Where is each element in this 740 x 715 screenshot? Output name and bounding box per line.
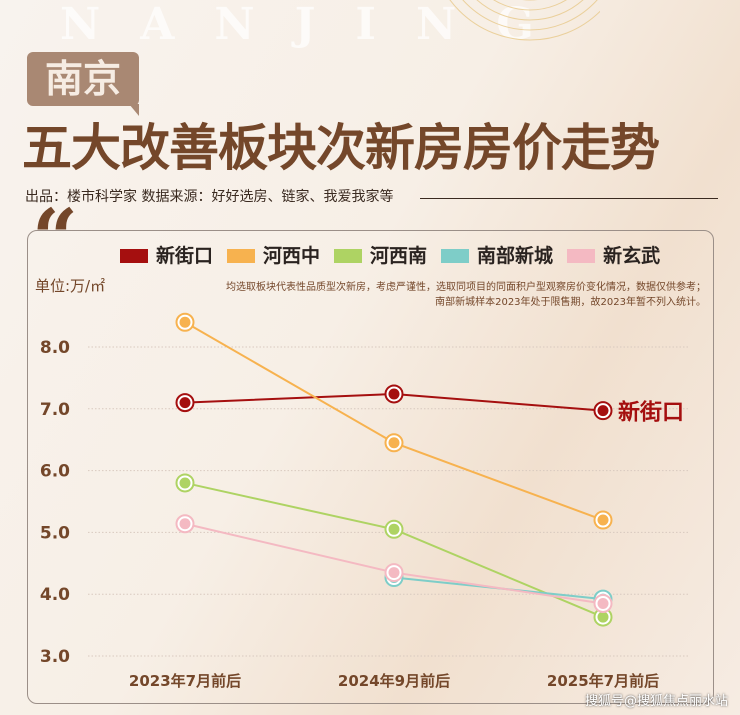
note-line-1: 均选取板块代表性品质型次新房，考虑严谨性，选取同项目的同面积户型观察房价变化情况… xyxy=(226,282,706,293)
series-line xyxy=(184,481,604,618)
y-tick-label: 8.0 xyxy=(40,338,70,358)
data-point xyxy=(597,405,609,417)
series-line xyxy=(184,321,604,521)
unit-label: 单位:万/㎡ xyxy=(35,277,106,295)
x-tick-label: 2024年9月前后 xyxy=(338,672,450,690)
y-tick-label: 7.0 xyxy=(40,400,70,420)
data-point xyxy=(388,388,400,400)
data-point xyxy=(597,514,609,526)
note-line-2: 南部新城样本2023年处于限售期，故2023年暂不列入统计。 xyxy=(435,297,706,308)
chart-note: 均选取板块代表性品质型次新房，考虑严谨性，选取同项目的同面积户型观察房价变化情况… xyxy=(126,280,706,310)
data-point xyxy=(597,611,609,623)
footer-watermark: 搜狐号@搜狐焦点丽水站 xyxy=(584,694,728,709)
legend-item: 河西中 xyxy=(227,244,320,268)
data-point xyxy=(388,567,400,579)
y-tick-label: 3.0 xyxy=(40,647,70,667)
legend-label: 新街口 xyxy=(156,245,214,267)
background-watermark: NANJING xyxy=(60,0,574,50)
legend-item: 南部新城 xyxy=(441,244,553,268)
legend-swatch xyxy=(227,249,256,263)
legend-item: 河西南 xyxy=(334,244,427,268)
legend-swatch xyxy=(441,249,470,263)
legend-item: 新街口 xyxy=(120,244,213,268)
data-point xyxy=(388,523,400,535)
page-title: 五大改善板块次新房房价走势 xyxy=(22,119,660,177)
data-point xyxy=(179,397,191,409)
legend-label: 新玄武 xyxy=(603,245,661,267)
legend-swatch xyxy=(567,249,596,263)
legend-swatch xyxy=(120,249,148,263)
y-tick-label: 4.0 xyxy=(40,585,70,605)
legend-label: 河西南 xyxy=(370,245,428,267)
legend-item: 新玄武 xyxy=(567,244,660,268)
data-point xyxy=(597,597,609,609)
x-tick-label: 2025年7月前后 xyxy=(547,672,659,690)
credit-text: 出品：楼市科学家 数据来源：好好选房、链家、我爱我家等 xyxy=(25,189,394,205)
chart-card xyxy=(27,230,714,704)
data-point xyxy=(179,477,191,489)
legend-swatch xyxy=(334,249,363,263)
data-point xyxy=(179,518,191,530)
series-annotation: 新街口 xyxy=(618,400,684,426)
city-badge: 南京 xyxy=(27,52,139,116)
divider xyxy=(420,198,718,199)
decorative-rings xyxy=(449,0,600,41)
data-point xyxy=(179,316,191,328)
legend-label: 河西中 xyxy=(263,245,321,267)
legend-label: 南部新城 xyxy=(477,245,554,267)
data-point xyxy=(388,437,400,449)
y-tick-label: 5.0 xyxy=(40,523,70,543)
chart-legend: 新街口 河西中 河西南 南部新城 新玄武 xyxy=(120,244,660,268)
y-tick-label: 6.0 xyxy=(40,462,70,482)
x-tick-label: 2023年7月前后 xyxy=(129,672,241,690)
